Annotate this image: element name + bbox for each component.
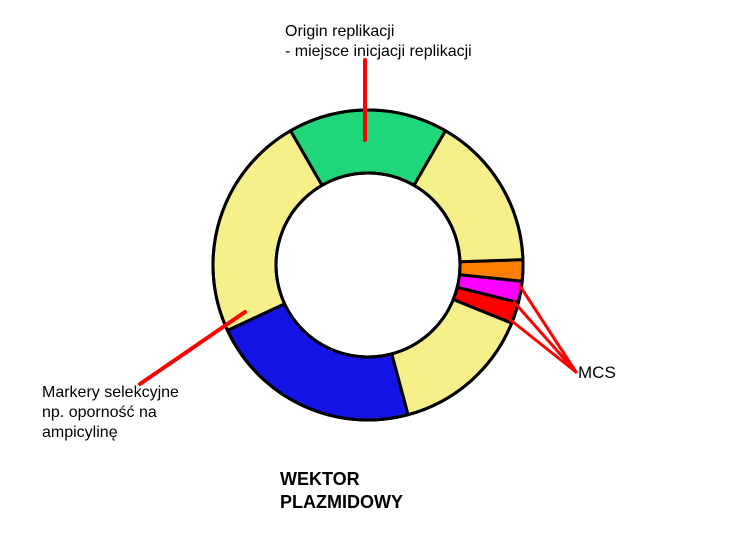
diagram-title: WEKTOR PLAZMIDOWY bbox=[280, 468, 403, 513]
label-marker: Markery selekcyjne np. oporność na ampic… bbox=[42, 383, 179, 443]
leader-marker bbox=[140, 312, 245, 384]
segment-marker bbox=[228, 304, 409, 420]
plasmid-donut-svg bbox=[0, 0, 736, 537]
leader-mcs-2 bbox=[520, 286, 576, 372]
segment-spacer-tl bbox=[213, 131, 322, 331]
label-origin: Origin replikacji - miejsce inicjacji re… bbox=[285, 22, 472, 62]
leader-mcs-1 bbox=[514, 302, 576, 372]
leader-mcs-0 bbox=[508, 318, 576, 372]
label-mcs: MCS bbox=[578, 362, 616, 383]
ring-inner bbox=[276, 173, 460, 357]
diagram-root: Origin replikacji - miejsce inicjacji re… bbox=[0, 0, 736, 537]
